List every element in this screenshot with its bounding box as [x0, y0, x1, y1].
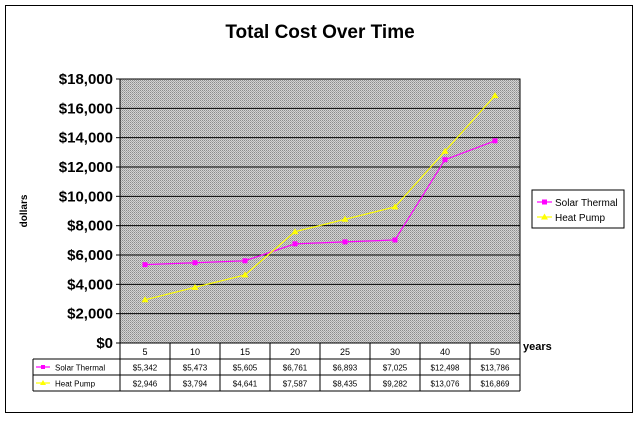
data-point	[191, 283, 199, 290]
table-key-marker	[41, 365, 45, 369]
data-point	[141, 296, 149, 303]
data-point	[192, 260, 198, 266]
table-cell: $2,946	[133, 380, 158, 389]
y-tick-label: $8,000	[67, 218, 113, 235]
x-axis-label: years	[523, 341, 552, 353]
series-layer	[141, 92, 499, 303]
legend-marker	[541, 213, 548, 220]
data-point	[142, 262, 148, 268]
legend-label: Solar Thermal	[555, 198, 618, 209]
y-tick-label: $4,000	[67, 276, 113, 293]
data-point	[491, 92, 499, 99]
y-tick-label: $6,000	[67, 247, 113, 264]
table-cell: $12,498	[431, 364, 460, 373]
x-tick-label: 50	[490, 347, 500, 357]
data-point	[492, 138, 498, 144]
y-tick-label: $2,000	[67, 306, 113, 323]
y-axis: $0 $2,000 $4,000 $6,000 $8,000 $10,000 $12,000…	[59, 71, 120, 352]
data-point	[242, 258, 248, 264]
table-cell: $4,641	[233, 380, 258, 389]
y-tick-label: $14,000	[59, 130, 113, 147]
y-axis-label: dollars	[19, 194, 30, 227]
data-point	[291, 228, 299, 235]
y-tick-label: $0	[96, 335, 113, 352]
y-tick-label: $18,000	[59, 71, 113, 88]
table-cell: $6,893	[333, 364, 358, 373]
x-tick-label: 40	[440, 347, 450, 357]
table-cell: $7,587	[283, 380, 308, 389]
legend: Solar Thermal Heat Pump	[531, 189, 625, 229]
plot-area	[119, 78, 521, 344]
table-cell: $5,605	[233, 364, 258, 373]
legend-label: Heat Pump	[555, 213, 605, 224]
table-series-name: Solar Thermal	[55, 364, 105, 373]
x-tick-label: 25	[340, 347, 350, 357]
y-tick-label: $10,000	[59, 188, 113, 205]
data-point	[292, 241, 298, 247]
chart-title: Total Cost Over Time	[225, 22, 414, 43]
table-cell: $9,282	[383, 380, 408, 389]
data-point	[391, 203, 399, 210]
table-cell: $3,794	[183, 380, 208, 389]
data-point	[442, 157, 448, 163]
table-series-name: Heat Pump	[55, 380, 96, 389]
y-tick-label: $12,000	[59, 159, 113, 176]
data-point	[441, 147, 449, 154]
table-cell: $6,761	[283, 364, 308, 373]
table-key-marker	[40, 380, 46, 385]
series-line-1	[144, 95, 496, 301]
y-tick-label: $16,000	[59, 100, 113, 117]
table-cell: $7,025	[383, 364, 408, 373]
x-tick-label: 5	[142, 347, 147, 357]
table-cell: $13,076	[431, 380, 460, 389]
data-point	[241, 271, 249, 278]
x-tick-label: 30	[390, 347, 400, 357]
table-cell: $16,869	[481, 380, 510, 389]
grid-layer	[120, 107, 520, 315]
x-tick-label: 15	[240, 347, 250, 357]
legend-box	[531, 189, 625, 229]
table-cell: $5,473	[183, 364, 208, 373]
x-tick-label: 20	[290, 347, 300, 357]
table-cell: $13,786	[481, 364, 510, 373]
series-line-0	[144, 140, 496, 266]
data-point	[341, 215, 349, 222]
data-point	[342, 239, 348, 245]
table-cell: $8,435	[333, 380, 358, 389]
data-point	[392, 237, 398, 243]
x-tick-label: 10	[190, 347, 200, 357]
table-cell: $5,342	[133, 364, 158, 373]
data-table: 5 10 15 20 25 30 40 50 Solar Thermal $5,342 $5,473…	[32, 343, 521, 392]
legend-marker	[542, 199, 547, 205]
